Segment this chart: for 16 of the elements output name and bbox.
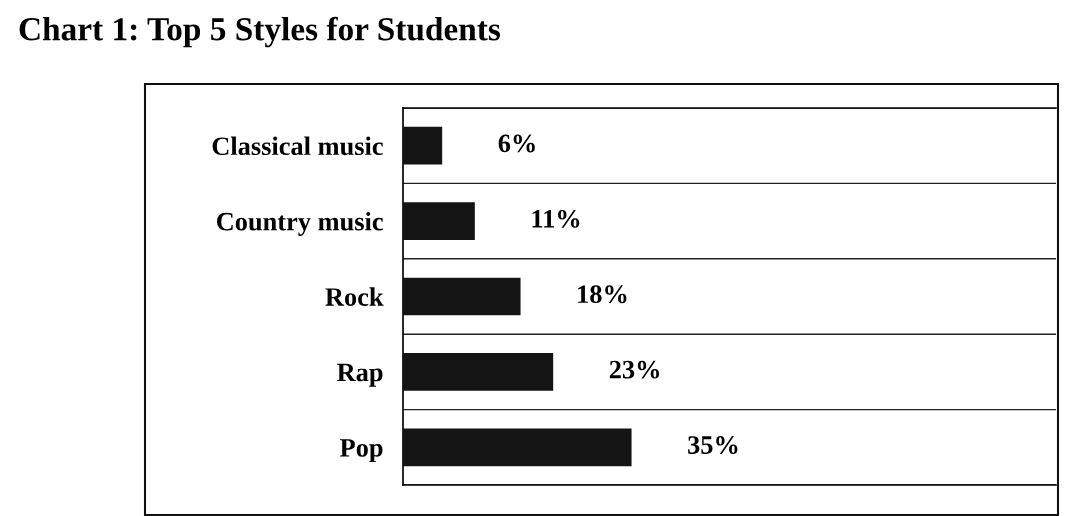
y-tick-label: Classical music xyxy=(212,136,383,156)
data-label: 11% xyxy=(532,209,580,228)
data-label: 18% xyxy=(578,285,627,304)
y-tick-label: Rock xyxy=(325,287,384,306)
data-label: 6% xyxy=(498,134,535,153)
data-label: 23% xyxy=(609,360,660,379)
bar xyxy=(403,202,475,240)
y-tick-label: Country music xyxy=(216,211,383,236)
bar xyxy=(403,428,632,467)
bar xyxy=(403,277,521,316)
bar xyxy=(403,126,443,165)
chart-title: Chart 1: Top 5 Styles for Students xyxy=(19,16,501,48)
y-tick-label: Rap xyxy=(337,363,383,387)
bar xyxy=(403,353,554,391)
data-label: 35% xyxy=(688,436,738,454)
y-tick-label: Pop xyxy=(340,439,383,463)
